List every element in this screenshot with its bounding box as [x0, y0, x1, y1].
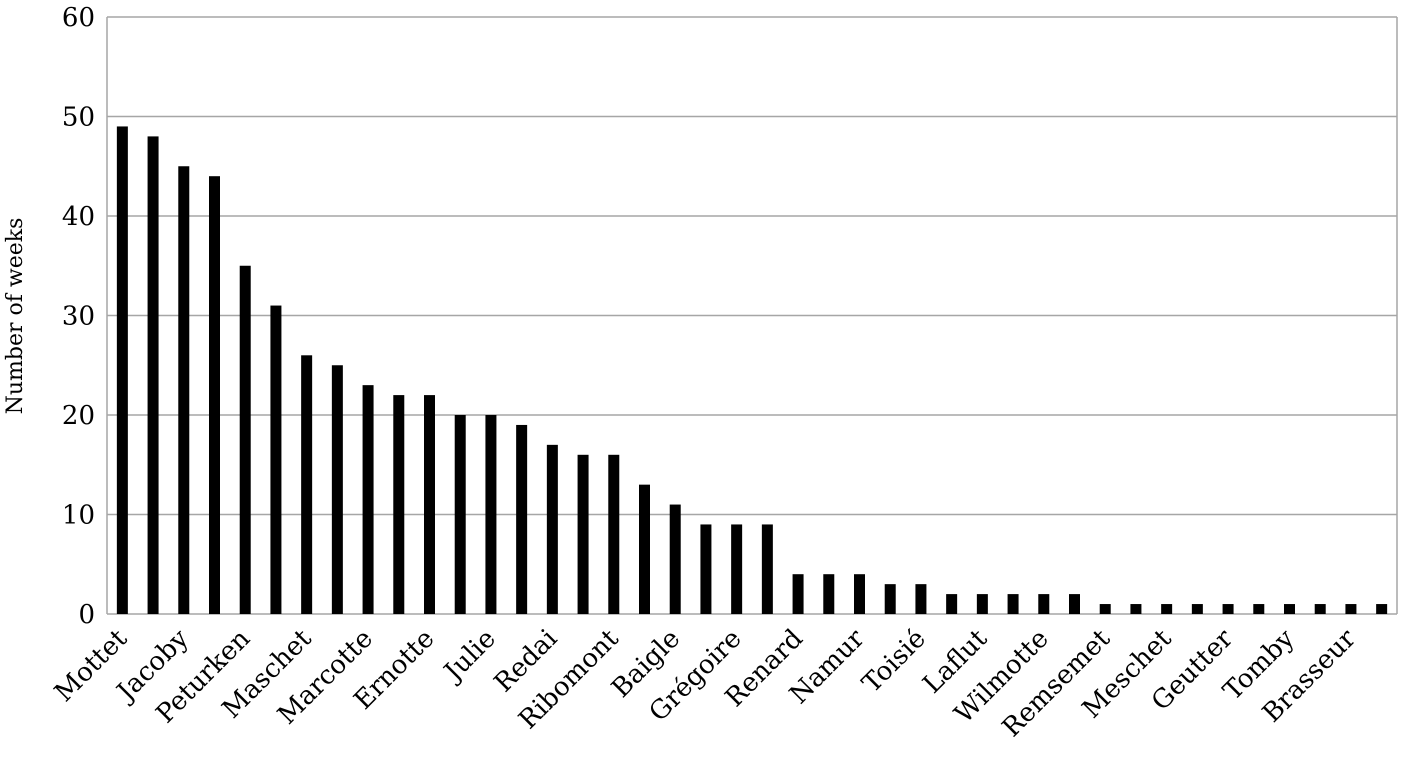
bar	[1038, 594, 1050, 614]
bar	[178, 166, 190, 614]
bar	[331, 365, 343, 614]
bar	[1314, 604, 1326, 614]
bar	[1284, 604, 1295, 614]
bar	[1345, 604, 1357, 614]
bar	[393, 395, 405, 614]
bar	[239, 265, 251, 614]
bar	[1130, 604, 1142, 614]
bar	[639, 484, 650, 614]
bar	[209, 176, 220, 614]
bar	[1191, 604, 1203, 614]
bar	[270, 305, 282, 614]
y-tick-label: 10	[62, 501, 95, 531]
y-tick-label: 20	[62, 401, 95, 431]
bar	[854, 574, 865, 614]
y-tick-label: 30	[62, 302, 95, 332]
y-tick-label: 50	[62, 103, 95, 133]
bar	[362, 385, 374, 614]
bar	[301, 355, 313, 614]
y-tick-label: 40	[62, 202, 95, 232]
bar	[792, 574, 804, 614]
bar	[1376, 604, 1388, 614]
bar	[516, 424, 528, 614]
bar	[1253, 604, 1265, 614]
bar	[1161, 604, 1173, 614]
bar	[700, 524, 712, 614]
bar	[1099, 604, 1111, 614]
bar	[761, 524, 773, 614]
bar	[577, 454, 589, 614]
bar	[424, 395, 435, 614]
y-axis-label: Number of weeks	[3, 218, 28, 415]
bar	[884, 584, 896, 614]
bar	[669, 504, 681, 614]
x-tick-label: Toisié	[857, 624, 932, 699]
bar	[454, 415, 466, 614]
y-tick-label: 60	[62, 3, 95, 33]
bar	[915, 584, 927, 614]
bar	[976, 594, 988, 614]
bar	[147, 136, 159, 614]
bar	[1069, 594, 1080, 614]
bar	[1007, 594, 1019, 614]
bar	[946, 594, 958, 614]
bar	[608, 454, 620, 614]
bar	[731, 524, 743, 614]
bar	[546, 444, 558, 614]
bar	[485, 415, 497, 614]
y-tick-label: 0	[78, 600, 95, 630]
bar	[116, 126, 128, 614]
bar	[823, 574, 835, 614]
bar	[1222, 604, 1234, 614]
